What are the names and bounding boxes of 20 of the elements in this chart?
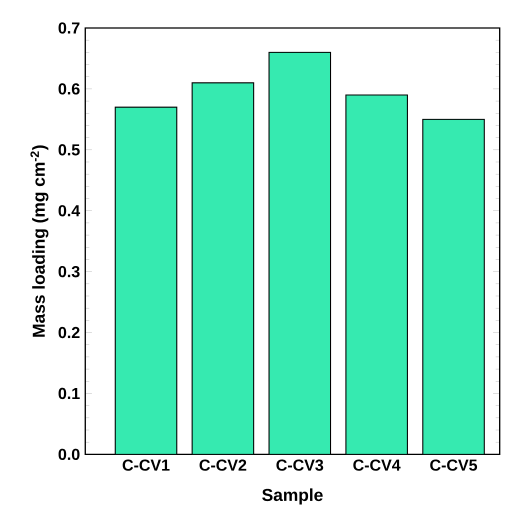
y-tick-label: 0.6 bbox=[58, 83, 80, 95]
y-tick-label: 0.7 bbox=[58, 22, 80, 34]
y-tick-label: 0.5 bbox=[58, 144, 80, 156]
bar bbox=[192, 82, 254, 454]
x-tick-label: C-CV4 bbox=[353, 459, 401, 471]
y-axis-title: Mass loading (mg cm$^{-2}$) bbox=[30, 145, 49, 337]
x-tick-label: C-CV5 bbox=[430, 459, 478, 471]
bar bbox=[346, 94, 408, 454]
bar bbox=[269, 52, 331, 454]
y-tick-label: 0.0 bbox=[58, 448, 80, 460]
bar bbox=[115, 107, 177, 454]
y-tick-label: 0.3 bbox=[58, 266, 80, 278]
y-tick-label: 0.4 bbox=[58, 205, 80, 216]
y-tick-label: 0.1 bbox=[58, 388, 80, 400]
x-tick-label: C-CV1 bbox=[122, 459, 170, 471]
x-tick-label: C-CV3 bbox=[276, 459, 324, 471]
bar bbox=[422, 118, 485, 454]
y-tick-label: 0.2 bbox=[58, 326, 80, 338]
x-tick-label: C-CV2 bbox=[200, 459, 246, 471]
x-axis-title: Sample bbox=[262, 488, 323, 505]
